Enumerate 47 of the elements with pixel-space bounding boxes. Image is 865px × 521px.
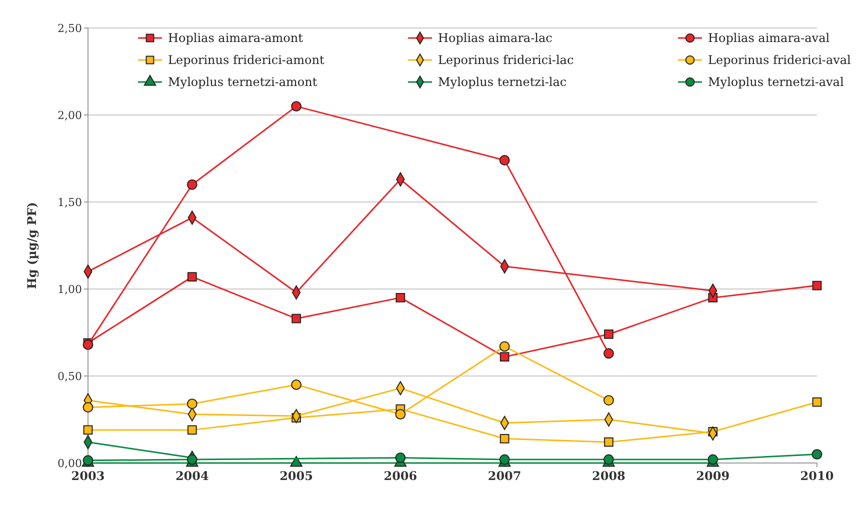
x-tick-label: 2004 (175, 469, 209, 483)
legend-label: Myloplus ternetzi-aval (708, 75, 844, 90)
point (291, 101, 302, 112)
point (604, 437, 614, 447)
point (395, 452, 406, 463)
point (396, 293, 406, 302)
x-tick-label: 2007 (488, 469, 522, 483)
x-tick-label: 2006 (384, 469, 418, 483)
point (500, 352, 510, 362)
y-tick-label: 1,00 (58, 282, 82, 296)
point (603, 348, 614, 359)
x-tick-label: 2009 (696, 469, 730, 483)
y-tick-label: 2,50 (58, 22, 82, 35)
point (187, 425, 197, 435)
legend-label: Hoplias aimara-lac (438, 31, 553, 46)
point (812, 449, 822, 460)
x-tick-label: 2005 (280, 469, 313, 483)
y-axis-title: Hg (µg/g PF) (25, 202, 39, 289)
legend-label: Myloplus ternetzi-amont (168, 75, 318, 90)
y-tick-label: 0,50 (58, 370, 82, 383)
point (812, 397, 822, 407)
x-tick-label: 2003 (71, 469, 105, 483)
point (291, 379, 302, 390)
point (82, 402, 94, 413)
legend-label: Hoplias aimara-aval (708, 31, 830, 46)
y-tick-label: 1,50 (58, 196, 82, 209)
y-tick-label: 2,00 (58, 108, 82, 122)
point (186, 398, 198, 410)
legend-label: Leporinus friderici-amont (168, 53, 324, 68)
legend-label: Leporinus friderici-lac (438, 53, 574, 68)
y-tick-label: 0,00 (58, 456, 82, 470)
point (500, 434, 510, 444)
point (186, 179, 198, 190)
point (603, 395, 614, 406)
legend-label: Leporinus friderici-aval (708, 53, 852, 68)
x-tick-label: 2008 (592, 469, 626, 483)
x-tick-label: 2010 (800, 469, 834, 483)
point (499, 341, 510, 352)
legend-label: Hoplias aimara-amont (168, 31, 304, 46)
point (812, 280, 822, 290)
point (83, 425, 93, 435)
point (395, 409, 406, 420)
point (187, 272, 197, 282)
point (292, 314, 301, 324)
point (499, 155, 510, 166)
legend-label: Myloplus ternetzi-lac (438, 75, 567, 90)
point (604, 330, 614, 339)
